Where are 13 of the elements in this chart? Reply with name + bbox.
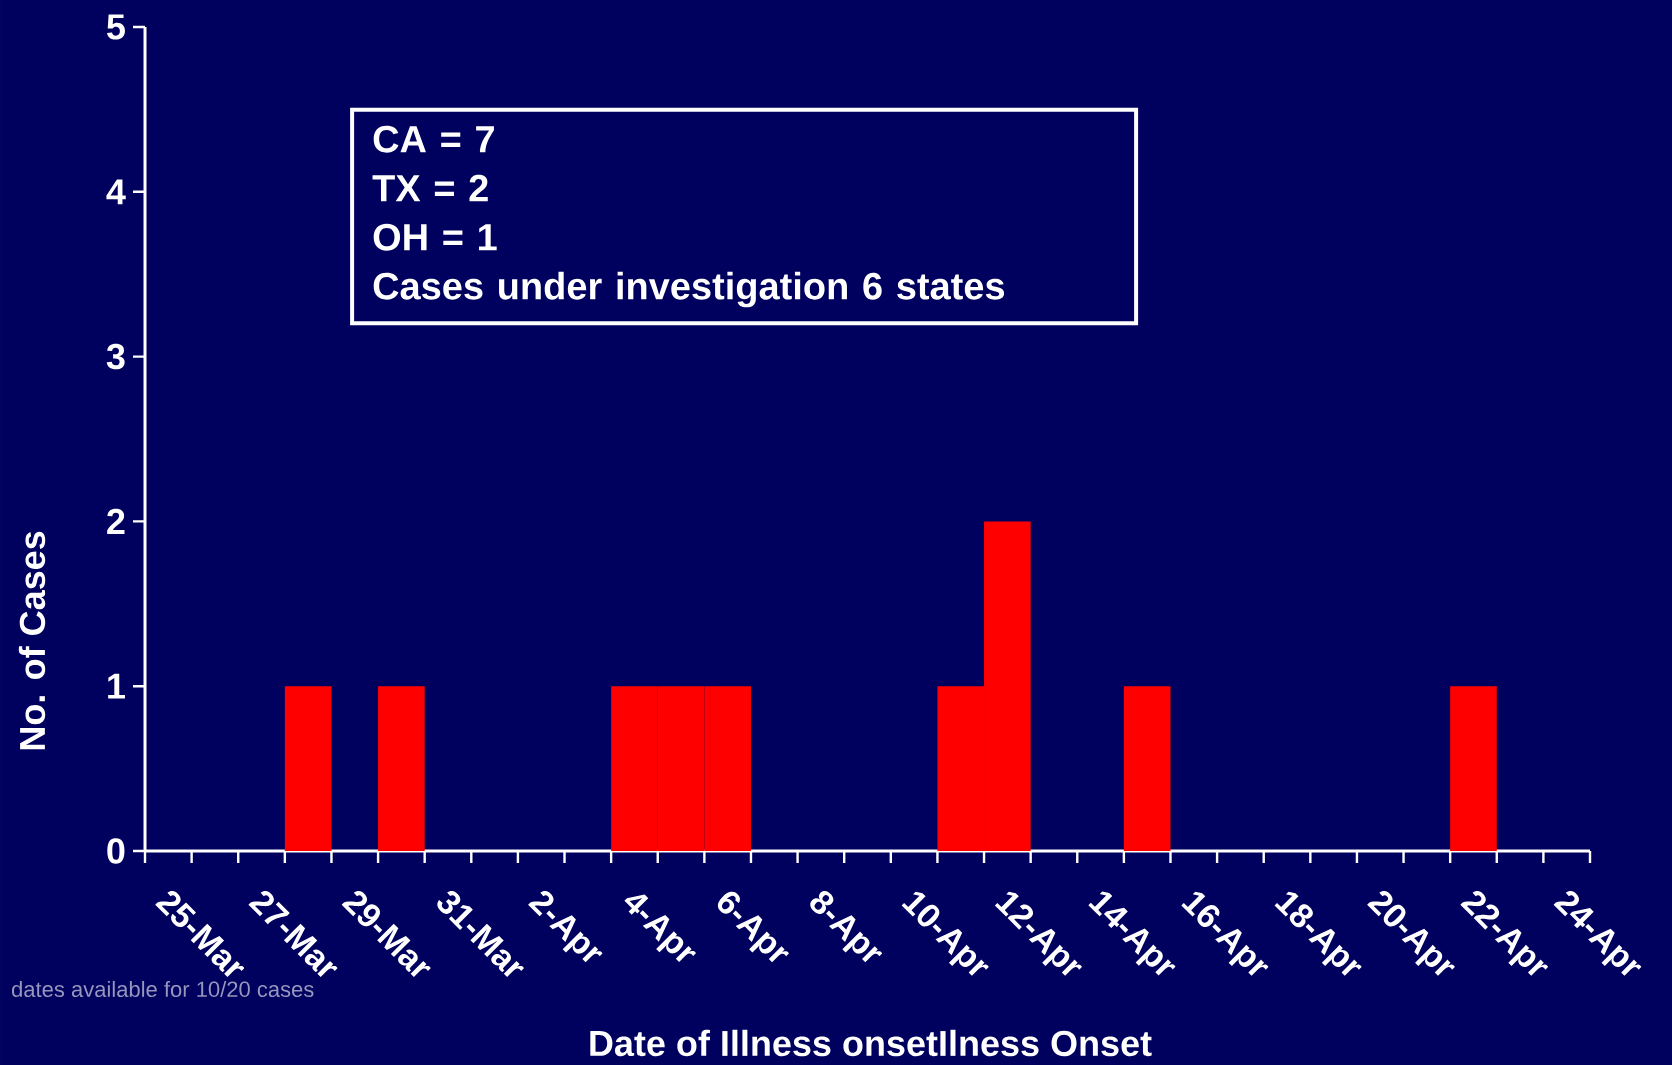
y-tick-label: 2 [107,508,125,534]
y-axis-title: No. of Cases [18,531,46,750]
annotation: CA = 7 [373,125,494,153]
annotation: TX = 2 [372,174,488,202]
annotation: Cases under investigation 6 states [373,271,1005,308]
y-tick-label: 4 [106,179,126,205]
y-tick-label: 0 [107,838,125,864]
y-tick-label: 3 [106,343,125,370]
y-tick-label: 5 [107,14,125,40]
text: dates available for 10/20 cases [11,980,314,998]
y-tick-label: 1 [108,673,125,699]
annotation: OH = 1 [373,223,497,251]
x-axis-title: Date of Illness onsetIlness Onset [590,1029,1152,1057]
